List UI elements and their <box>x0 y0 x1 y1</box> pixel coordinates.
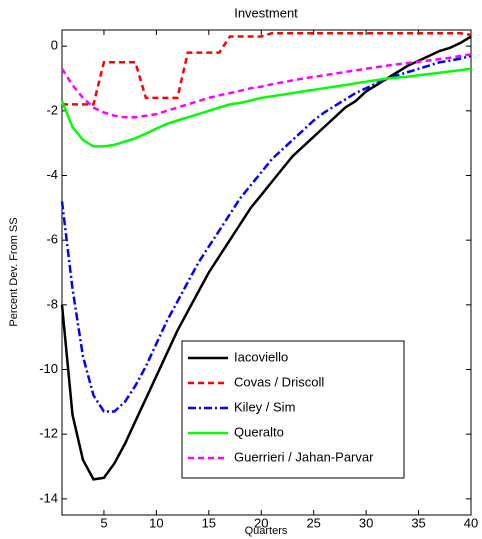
legend-label: Covas / Driscoll <box>234 374 324 389</box>
y-tick-label: 0 <box>51 38 58 53</box>
y-axis-label: Percent Dev. From SS <box>8 217 20 326</box>
y-tick-label: -12 <box>39 426 58 441</box>
x-axis-label: Quarters <box>245 525 288 537</box>
legend-label: Kiley / Sim <box>234 399 295 414</box>
x-tick-label: 25 <box>306 515 320 530</box>
legend-label: Queralto <box>234 424 284 439</box>
y-tick-label: -10 <box>39 361 58 376</box>
chart-title: Investment <box>234 5 298 20</box>
y-tick-label: -8 <box>46 296 58 311</box>
x-tick-label: 40 <box>464 515 478 530</box>
x-tick-label: 30 <box>359 515 373 530</box>
series-line <box>60 67 472 148</box>
x-tick-label: 15 <box>202 515 216 530</box>
y-tick-label: -4 <box>46 167 58 182</box>
x-tick-label: 10 <box>149 515 163 530</box>
legend-label: Iacoviello <box>234 349 288 364</box>
legend-box <box>181 340 405 479</box>
y-tick-label: -14 <box>39 490 58 505</box>
x-tick-label: 5 <box>100 515 107 530</box>
y-tick-label: -2 <box>46 102 58 117</box>
x-tick-label: 20 <box>254 515 268 530</box>
series-line <box>62 31 472 106</box>
legend-label: Guerrieri / Jahan-Parvar <box>234 449 374 464</box>
series-line <box>60 54 472 413</box>
x-tick-label: 35 <box>411 515 425 530</box>
y-tick-label: -6 <box>46 232 58 247</box>
series-line <box>60 35 472 481</box>
